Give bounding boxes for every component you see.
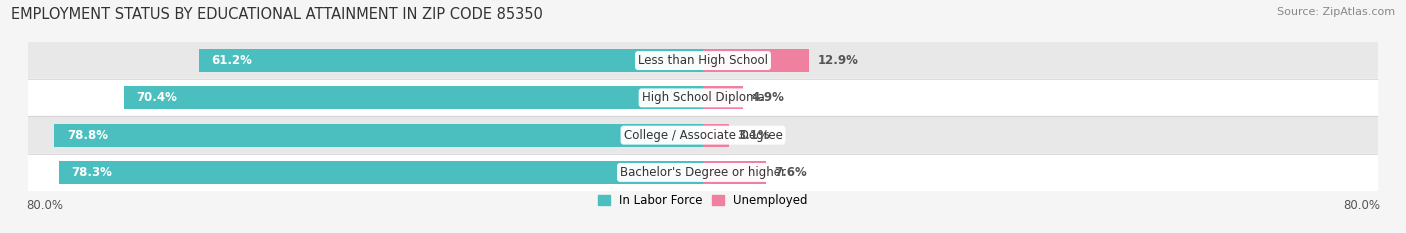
Bar — [28, 79, 1378, 116]
Bar — [703, 49, 810, 72]
Bar — [703, 161, 765, 184]
Bar — [124, 86, 703, 110]
Bar — [28, 42, 1378, 79]
Text: Bachelor's Degree or higher: Bachelor's Degree or higher — [620, 166, 786, 179]
Text: Less than High School: Less than High School — [638, 54, 768, 67]
Text: 61.2%: 61.2% — [212, 54, 253, 67]
Text: 78.3%: 78.3% — [70, 166, 112, 179]
Bar — [59, 161, 703, 184]
Bar — [703, 86, 744, 110]
Text: High School Diploma: High School Diploma — [641, 91, 765, 104]
Bar — [28, 116, 1378, 154]
Text: 7.6%: 7.6% — [773, 166, 807, 179]
Text: EMPLOYMENT STATUS BY EDUCATIONAL ATTAINMENT IN ZIP CODE 85350: EMPLOYMENT STATUS BY EDUCATIONAL ATTAINM… — [11, 7, 543, 22]
Legend: In Labor Force, Unemployed: In Labor Force, Unemployed — [593, 190, 813, 212]
Text: 3.1%: 3.1% — [737, 129, 769, 142]
Text: 4.9%: 4.9% — [752, 91, 785, 104]
Text: Source: ZipAtlas.com: Source: ZipAtlas.com — [1277, 7, 1395, 17]
Text: 12.9%: 12.9% — [817, 54, 858, 67]
Text: College / Associate Degree: College / Associate Degree — [624, 129, 782, 142]
Bar — [28, 154, 1378, 191]
Bar — [200, 49, 703, 72]
Text: 70.4%: 70.4% — [136, 91, 177, 104]
Bar — [703, 123, 728, 147]
Bar — [55, 123, 703, 147]
Text: 78.8%: 78.8% — [67, 129, 108, 142]
